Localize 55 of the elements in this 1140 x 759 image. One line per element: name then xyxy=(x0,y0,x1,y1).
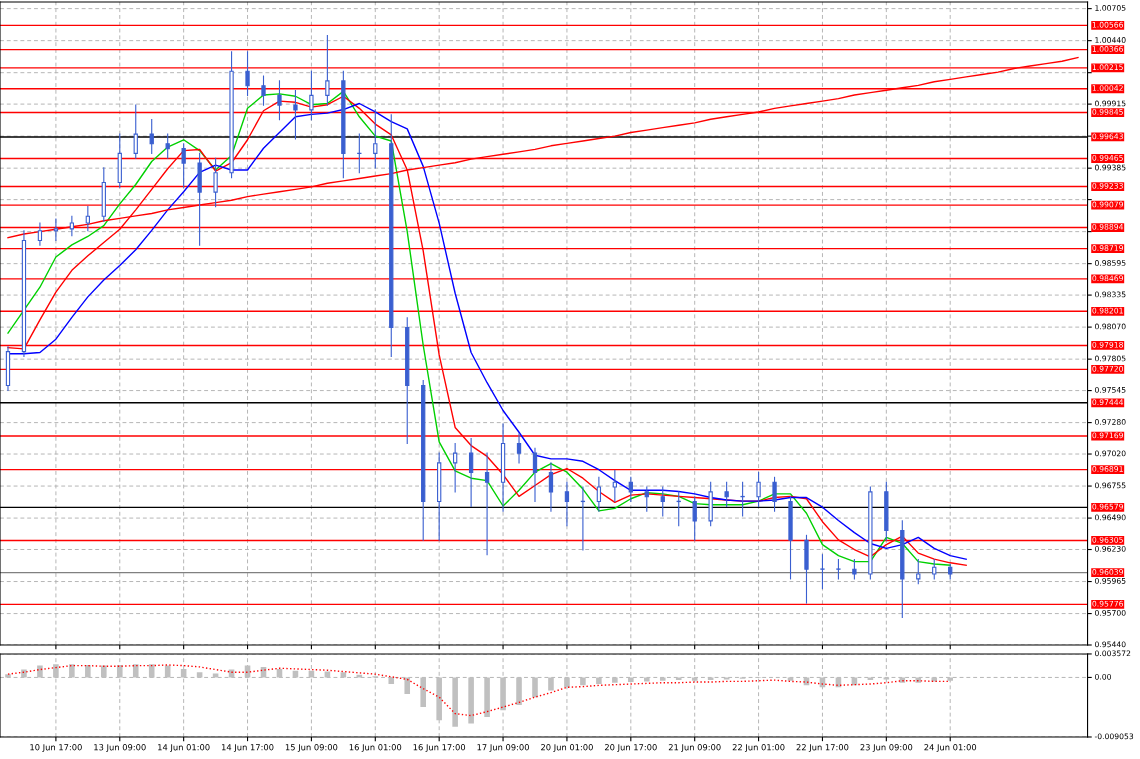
candlestick xyxy=(516,433,522,464)
candlestick xyxy=(357,133,362,174)
candlestick xyxy=(644,486,649,512)
candlestick xyxy=(756,471,761,507)
x-tick-label: 17 Jun 09:00 xyxy=(477,744,529,752)
candlestick xyxy=(772,476,777,512)
candlestick xyxy=(484,452,490,556)
candlestick xyxy=(724,481,729,507)
candlestick xyxy=(628,476,633,503)
candlestick xyxy=(916,558,921,585)
x-tick-label: 15 Jun 09:00 xyxy=(285,744,338,752)
candlestick xyxy=(149,119,154,154)
x-tick-label: 14 Jun 17:00 xyxy=(221,744,274,752)
x-tick-label: 13 Jun 09:00 xyxy=(94,744,146,752)
candlestick xyxy=(213,157,218,208)
candlestick xyxy=(245,51,250,96)
candlestick xyxy=(37,222,43,246)
candlestick xyxy=(277,80,282,121)
x-tick-label: 20 Jun 17:00 xyxy=(604,744,657,752)
candlestick xyxy=(373,109,378,169)
x-tick-label: 14 Jun 01:00 xyxy=(158,744,210,752)
candlestick xyxy=(325,34,330,106)
candlestick xyxy=(532,447,538,503)
x-tick-label: 10 Jun 17:00 xyxy=(30,744,82,752)
candlestick xyxy=(69,215,75,237)
x-tick-label: 16 Jun 01:00 xyxy=(349,744,402,752)
candlestick xyxy=(692,496,697,541)
x-tick-label: 22 Jun 17:00 xyxy=(796,744,849,752)
candlestick xyxy=(261,75,266,106)
candlestick xyxy=(820,554,825,590)
candlestick xyxy=(676,491,681,527)
candlestick xyxy=(836,558,841,580)
candlestick xyxy=(468,438,474,507)
candlestick xyxy=(932,558,937,580)
candlestick xyxy=(165,133,170,159)
x-tick-label: 24 Jun 01:00 xyxy=(924,744,977,752)
x-tick-label: 21 Jun 09:00 xyxy=(668,744,721,752)
candlestick xyxy=(293,90,298,140)
x-tick-label: 16 Jun 17:00 xyxy=(413,744,466,752)
candlestick xyxy=(740,481,745,517)
candlestick xyxy=(612,470,617,503)
candlestick xyxy=(133,104,138,159)
candlestick xyxy=(852,558,857,580)
candlestick xyxy=(85,206,90,232)
candlestick xyxy=(596,476,602,512)
candlestick xyxy=(564,481,570,527)
candlestick xyxy=(53,218,59,242)
line-series xyxy=(7,664,951,717)
x-tick-label: 22 Jun 01:00 xyxy=(732,744,785,752)
candlestick xyxy=(660,486,665,517)
candlestick xyxy=(548,462,554,512)
candlestick xyxy=(309,70,314,121)
x-tick-label: 20 Jun 01:00 xyxy=(541,744,593,752)
x-tick-label: 23 Jun 09:00 xyxy=(860,744,913,752)
candlestick xyxy=(181,143,186,188)
